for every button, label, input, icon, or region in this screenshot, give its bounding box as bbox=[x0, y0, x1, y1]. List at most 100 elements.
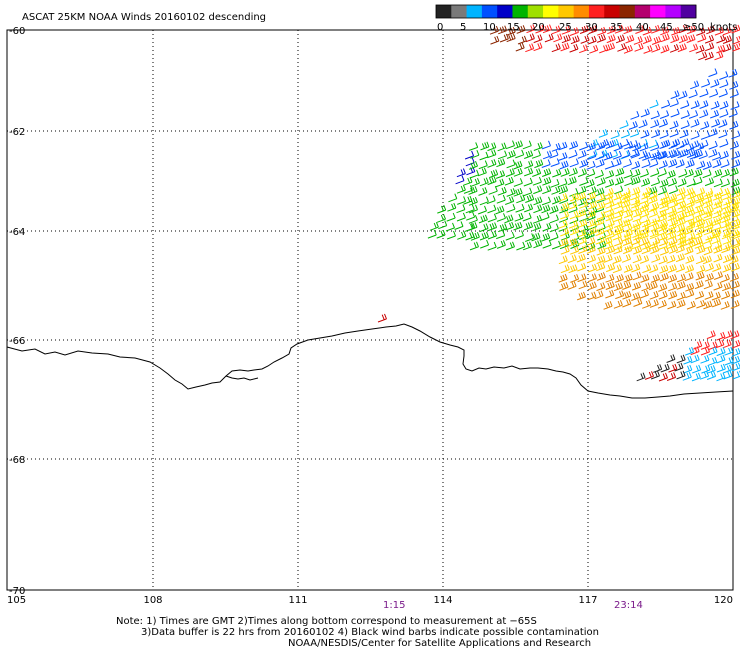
wind-barb bbox=[730, 201, 740, 211]
wind-barb bbox=[712, 209, 722, 219]
wind-barb bbox=[533, 196, 543, 206]
wind-barb bbox=[666, 372, 677, 381]
wind-barb bbox=[594, 169, 604, 179]
wind-barb bbox=[589, 44, 599, 54]
wind-barb bbox=[659, 178, 669, 188]
wind-barb bbox=[731, 246, 740, 256]
wind-barb bbox=[696, 264, 706, 274]
wind-barb bbox=[569, 43, 579, 53]
wind-barb bbox=[695, 271, 705, 281]
wind-barb bbox=[677, 149, 687, 159]
legend-label: 40 bbox=[636, 22, 649, 33]
wind-barb bbox=[658, 255, 668, 265]
wind-barb bbox=[558, 255, 568, 265]
wind-barb bbox=[677, 200, 687, 210]
wind-barb bbox=[569, 192, 579, 202]
wind-barb bbox=[638, 119, 648, 129]
wind-barb bbox=[558, 178, 568, 188]
wind-barb bbox=[650, 110, 660, 120]
wind-barb bbox=[643, 45, 653, 54]
wind-barb bbox=[674, 362, 684, 372]
coastline-inlet bbox=[225, 375, 259, 381]
wind-barb bbox=[595, 217, 605, 227]
wind-barb bbox=[657, 209, 667, 219]
wind-barb bbox=[676, 192, 686, 202]
wind-barb bbox=[613, 282, 623, 292]
wind-barb bbox=[513, 188, 523, 197]
wind-barb bbox=[617, 43, 627, 52]
wind-barb bbox=[706, 371, 717, 380]
legend-swatch bbox=[466, 5, 483, 18]
wind-barb bbox=[630, 128, 640, 138]
wind-barb bbox=[718, 129, 728, 139]
wind-barb bbox=[549, 232, 559, 241]
wind-barb bbox=[703, 280, 713, 290]
wind-barb bbox=[612, 158, 622, 168]
wind-barb bbox=[677, 227, 687, 237]
wind-barb bbox=[469, 241, 479, 251]
wind-barb bbox=[623, 45, 633, 54]
wind-barb bbox=[631, 240, 641, 250]
wind-barb bbox=[605, 200, 615, 209]
wind-barb bbox=[558, 193, 568, 202]
legend-swatch bbox=[451, 5, 467, 18]
wind-barb bbox=[701, 78, 711, 88]
wind-barb bbox=[703, 246, 713, 256]
wind-barb bbox=[686, 208, 696, 218]
wind-barb bbox=[722, 364, 732, 374]
wind-barb bbox=[686, 34, 696, 44]
wind-barb bbox=[659, 246, 669, 256]
wind-barb bbox=[731, 24, 740, 34]
wind-barb bbox=[713, 253, 723, 263]
wind-barb bbox=[468, 204, 478, 214]
wind-barb bbox=[436, 214, 446, 223]
wind-barb bbox=[660, 192, 670, 201]
wind-barb bbox=[686, 221, 696, 231]
wind-barb bbox=[685, 264, 695, 274]
wind-barb bbox=[722, 339, 732, 349]
wind-barb bbox=[489, 169, 499, 179]
wind-barb bbox=[614, 24, 624, 34]
wind-barb bbox=[631, 199, 641, 209]
wind-barb bbox=[675, 140, 685, 150]
wind-barb bbox=[676, 354, 686, 364]
wind-barb bbox=[612, 150, 622, 160]
wind-barb bbox=[498, 223, 508, 233]
wind-barb bbox=[531, 232, 541, 242]
wind-barb bbox=[577, 273, 587, 283]
wind-barb bbox=[696, 299, 706, 309]
wind-barb bbox=[719, 100, 729, 110]
wind-barb bbox=[659, 200, 669, 210]
wind-barb bbox=[731, 130, 740, 140]
wind-barb bbox=[640, 274, 650, 283]
wind-barb bbox=[608, 150, 618, 159]
wind-barb bbox=[677, 178, 687, 187]
wind-barb bbox=[630, 111, 640, 120]
wind-barb bbox=[496, 158, 506, 168]
wind-barb bbox=[577, 168, 587, 178]
wind-barb bbox=[558, 185, 569, 195]
wind-barb bbox=[720, 169, 730, 178]
wind-barb bbox=[478, 187, 488, 196]
wind-barb bbox=[614, 176, 624, 186]
wind-barb bbox=[699, 88, 709, 98]
wind-barb bbox=[669, 199, 679, 209]
wind-barb bbox=[579, 141, 589, 151]
wind-barb bbox=[596, 141, 606, 151]
wind-barb bbox=[668, 282, 678, 292]
x-tick-label: 108 bbox=[143, 595, 162, 606]
wind-barb bbox=[570, 245, 580, 255]
wind-barb bbox=[685, 346, 695, 356]
wind-barb bbox=[713, 178, 723, 188]
wind-barb bbox=[632, 229, 642, 238]
wind-barb bbox=[641, 282, 651, 292]
wind-barb bbox=[606, 245, 616, 255]
wind-barb bbox=[516, 241, 526, 251]
wind-barb bbox=[466, 211, 476, 221]
wind-barb bbox=[479, 196, 489, 206]
wind-barb bbox=[515, 42, 525, 52]
wind-barb bbox=[621, 218, 631, 228]
wind-barb bbox=[579, 44, 589, 54]
map-title: ASCAT 25KM NOAA Winds 20160102 descendin… bbox=[22, 12, 266, 23]
wind-barb bbox=[660, 26, 670, 36]
